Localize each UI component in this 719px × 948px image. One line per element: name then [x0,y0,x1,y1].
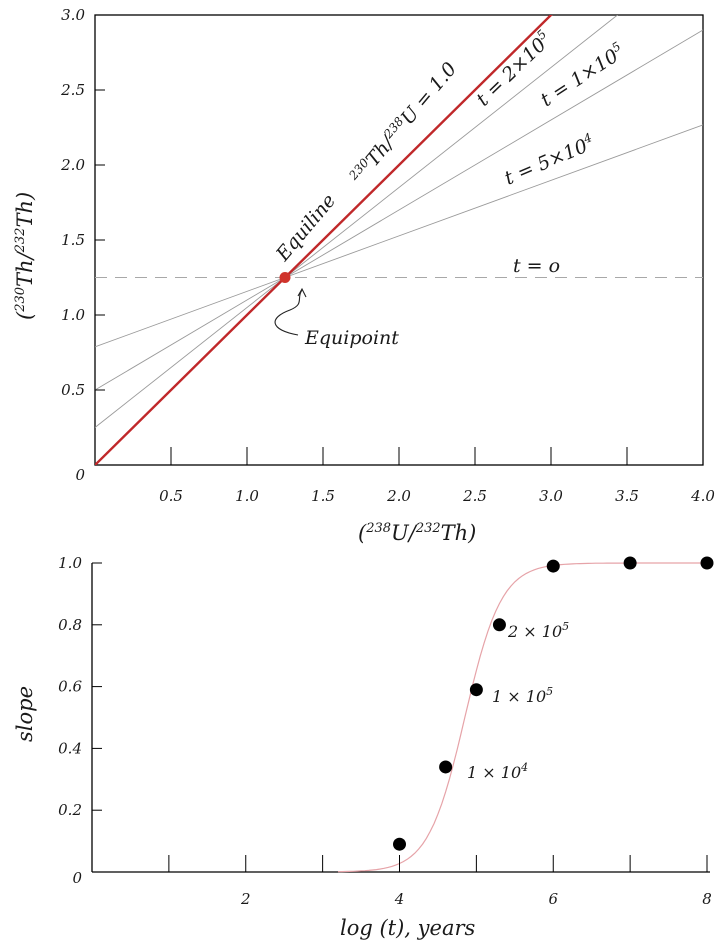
slope-y-ticks: 0 0.2 0.4 0.6 0.8 1.0 [58,554,102,887]
equiline-label: Equiline [271,190,340,266]
slope-points [393,556,714,851]
isochron-x-tick-label: 3.5 [615,487,639,505]
slope-data-point [492,618,506,632]
isochron-x-tick-label: 2.0 [386,487,411,505]
isochron-y-title-th2: Th) [13,192,37,228]
slope-data-point [439,760,453,774]
isochron-y-tick-label: 2.5 [60,81,85,99]
slope-y-tick-label: 0 [72,869,82,887]
equiline-ratio-label: 230Th/238U = 1.0 [346,57,462,188]
slope-point-label-1e5-base: 1 × 10 [492,687,546,706]
isochron-x-ticks: 0.5 1.0 1.5 2.0 2.5 3.0 3.5 4.0 [159,447,715,505]
equipoint-arrow [274,289,303,336]
slope-point-label-1e4: 1 × 104 [467,761,528,782]
equipoint-label: Equipoint [304,327,399,349]
isochron-line-1 [95,124,703,348]
equipoint-arrow-head [297,287,307,298]
slope-x-tick-label: 8 [702,890,712,908]
slope-data-point [546,559,560,573]
equipoint-marker [279,272,291,283]
slope-point-label-1e4-base: 1 × 10 [467,763,521,782]
isochron-x-title-sup-238: 238 [365,521,391,536]
slope-y-tick-label: 1.0 [58,554,82,572]
isochron-y-axis-title: (230Th/232Th) [13,192,37,320]
slope-y-tick-label: 0.2 [58,801,82,819]
isochron-y-tick-label: 3.0 [61,6,85,24]
isochron-y-tick-label: 1.5 [61,231,85,249]
isochron-x-tick-label: 3.0 [539,487,563,505]
isochron-plot-frame [94,14,704,466]
slope-y-tick-label: 0.8 [58,616,82,634]
isochron-line-2 [95,29,703,391]
isochron-y-title-sup-232: 232 [13,228,28,254]
slope-point-label-2e5: 2 × 105 [507,620,569,641]
isochron-line-4 [95,15,553,465]
slope-point-label-1e5: 1 × 105 [492,685,553,706]
isochron-t0-label: t = o [513,255,560,277]
slope-x-axis-title: log (t), years [340,916,476,940]
slope-x-tick-label: 4 [394,890,405,908]
isochron-1e5-base: t = 1×10 [537,45,623,111]
slope-data-point [393,837,406,851]
slope-point-label-2e5-base: 2 × 10 [507,622,562,641]
isochron-x-tick-label: 2.5 [462,487,487,505]
slope-point-label-1e5-exp: 5 [546,685,553,698]
isochron-x-tick-label: 1.0 [235,487,259,505]
isochron-y-ticks: 0 0.5 1.0 1.5 2.0 2.5 3.0 [60,6,105,484]
isochron-y-tick-label: 1.0 [61,306,85,324]
isochron-x-tick-label: 1.5 [311,487,335,505]
isochron-chart: 0.5 1.0 1.5 2.0 2.5 3.0 3.5 4.0 0 0.5 1.0 1.5 2.0 2.… [13,6,715,545]
slope-data-point [700,556,714,570]
isochron-x-axis-title: (238U/232Th) [358,521,476,545]
isochron-x-title-u: U/ [391,521,418,545]
isochron-y-title-sup-230: 230 [13,287,28,313]
slope-y-tick-label: 0.6 [58,678,82,696]
slope-logistic-curve [337,562,707,873]
slope-x-tick-label: 2 [240,890,251,908]
isochron-5e4-base: t = 5×10 [501,135,590,190]
isochron-x-title-sup-232: 232 [415,521,441,536]
slope-data-point [623,556,637,570]
slope-point-label-1e4-exp: 4 [520,761,528,774]
slope-x-tick-label: 6 [548,890,558,908]
slope-y-tick-label: 0.4 [58,739,82,757]
slope-point-label-2e5-exp: 5 [562,620,569,633]
equiline-ratio-eq: U = 1.0 [397,58,462,129]
isochron-x-title-th: Th) [441,521,477,545]
isochron-x-title-open: ( [358,521,367,545]
isochron-y-title-th: Th/ [13,250,37,287]
isochron-lines [95,15,703,465]
isochron-y-tick-label: 0.5 [61,381,85,399]
slope-y-axis-title: slope [13,686,37,742]
slope-data-point [469,683,483,697]
isochron-line-3 [95,15,619,428]
isochron-x-tick-label: 4.0 [690,487,715,505]
isochron-y-tick-label: 0 [75,466,85,484]
isochron-y-tick-label: 2.0 [60,156,85,174]
slope-x-ticks: 2 4 6 8 [168,855,712,908]
isochron-x-tick-label: 0.5 [159,487,183,505]
isochron-y-title-open: ( [13,311,37,320]
